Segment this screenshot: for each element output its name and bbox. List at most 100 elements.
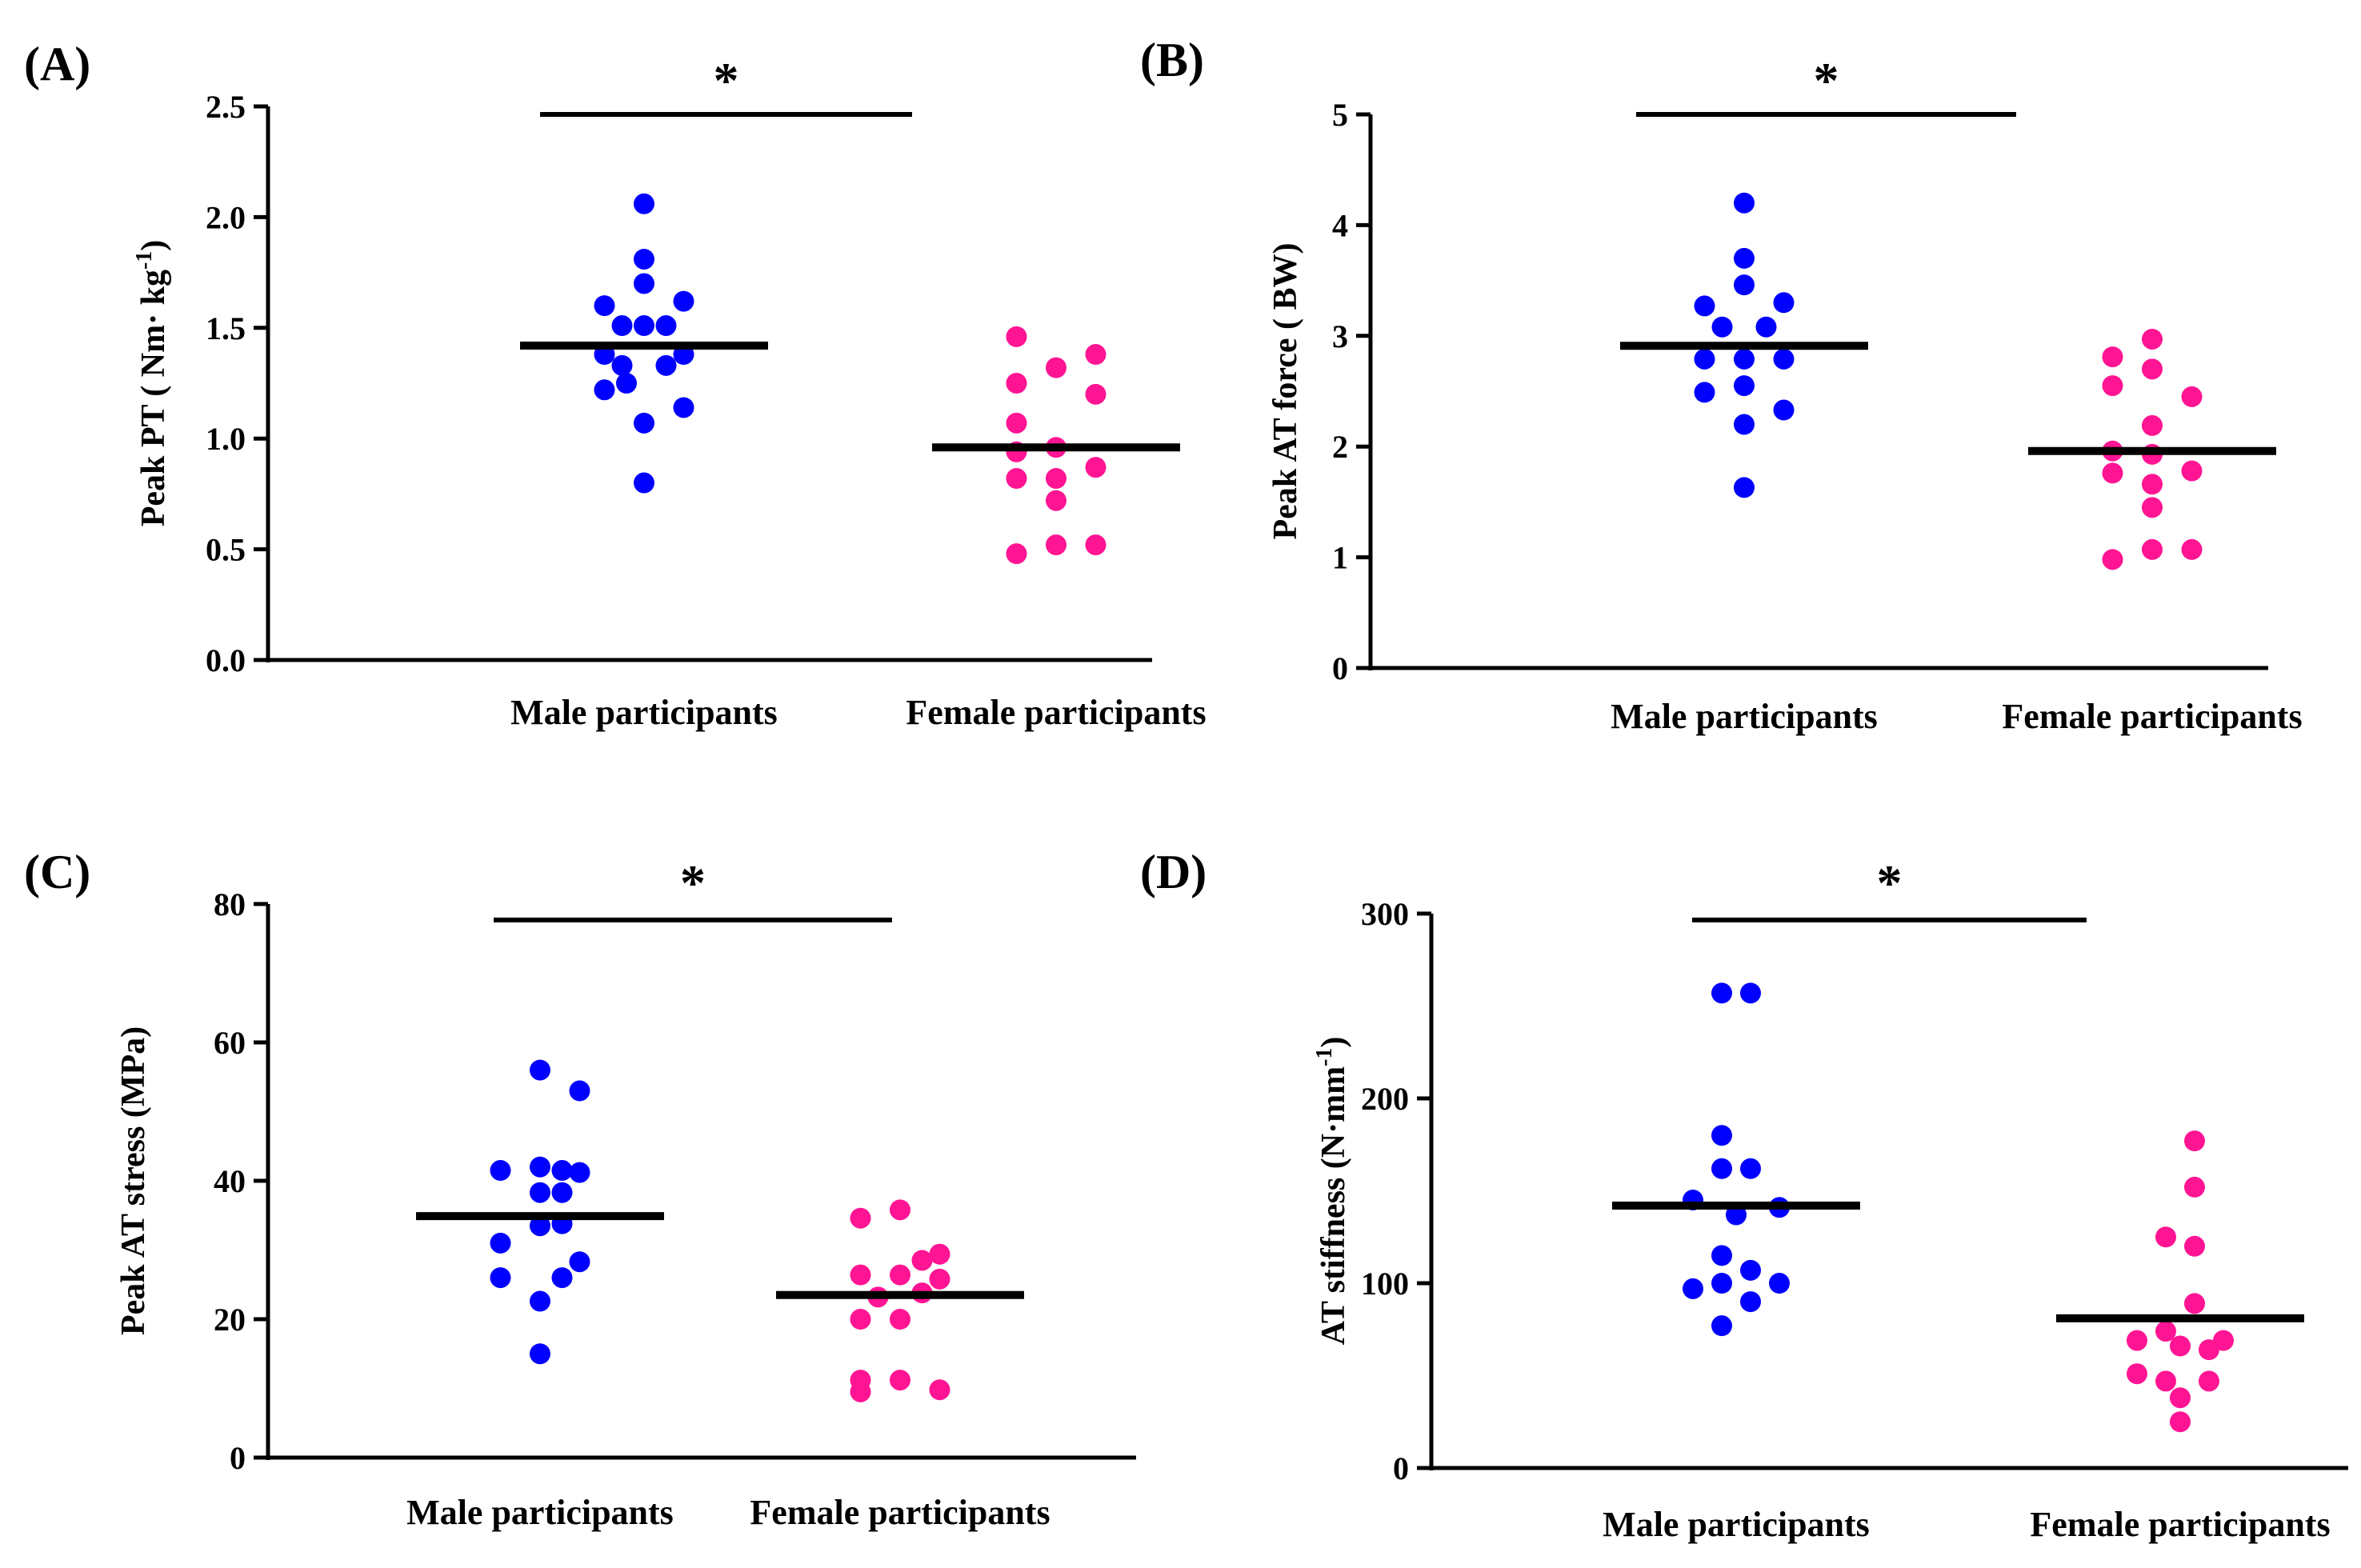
- female-data-point: [2184, 1176, 2205, 1198]
- female-data-point: [2142, 358, 2163, 380]
- female-data-point: [850, 1264, 871, 1286]
- male-data-point: [634, 472, 654, 494]
- female-data-point: [1006, 373, 1027, 394]
- female-data-point: [1006, 326, 1027, 347]
- y-tick-label: 0.5: [206, 532, 246, 568]
- male-data-point: [530, 1059, 550, 1081]
- y-tick-label: 40: [214, 1163, 246, 1199]
- x-category-label: Female participants: [2002, 697, 2302, 736]
- male-data-point: [1740, 1259, 1761, 1281]
- female-data-point: [2142, 414, 2163, 436]
- significance-star: *: [1814, 52, 1839, 109]
- y-tick-label: 2.5: [206, 89, 246, 125]
- x-category-label: Male participants: [510, 693, 778, 732]
- male-data-point: [594, 379, 615, 401]
- female-data-point: [929, 1268, 950, 1290]
- male-data-point: [1734, 348, 1755, 370]
- male-data-point: [1711, 1245, 1732, 1266]
- y-tick-label: 0: [1332, 650, 1348, 686]
- female-data-point: [2155, 1370, 2176, 1392]
- male-data-point: [490, 1232, 511, 1254]
- male-data-point: [551, 1160, 573, 1182]
- male-data-point: [551, 1182, 573, 1203]
- male-data-point: [530, 1182, 550, 1203]
- male-data-point: [1711, 1273, 1732, 1294]
- female-data-point: [850, 1381, 871, 1402]
- female-data-point: [2199, 1370, 2219, 1392]
- y-tick-label: 0: [1393, 1450, 1409, 1486]
- female-data-point: [2181, 538, 2203, 560]
- male-data-point: [634, 315, 654, 337]
- male-data-point: [1734, 192, 1755, 214]
- x-category-label: Female participants: [750, 1493, 1050, 1532]
- female-data-point: [1085, 344, 1106, 366]
- female-data-point: [2127, 1330, 2147, 1351]
- y-tick-label: 0: [230, 1440, 246, 1476]
- male-data-point: [1734, 477, 1755, 498]
- y-tick-label: 80: [214, 886, 246, 922]
- male-data-point: [634, 273, 654, 294]
- y-tick-label: 3: [1332, 318, 1348, 354]
- female-data-point: [890, 1370, 910, 1391]
- male-data-point: [569, 1251, 590, 1273]
- y-tick-label: 200: [1361, 1081, 1409, 1117]
- significance-star: *: [714, 52, 739, 109]
- female-data-point: [2184, 1293, 2205, 1314]
- male-data-point: [1711, 1158, 1732, 1179]
- y-tick-label: 4: [1332, 207, 1348, 243]
- female-data-point: [1085, 457, 1106, 478]
- female-data-point: [2181, 460, 2203, 482]
- male-data-point: [1734, 274, 1755, 296]
- y-tick-label: 60: [214, 1025, 246, 1061]
- y-tick-label: 20: [214, 1302, 246, 1338]
- male-data-point: [1711, 1125, 1732, 1146]
- y-axis-label: AT stiffness (N·mm-1): [1312, 1037, 1352, 1346]
- female-data-point: [1085, 383, 1106, 405]
- panel-label: (D): [1140, 846, 1207, 898]
- panel-label: (B): [1140, 34, 1204, 86]
- significance-star: *: [1877, 854, 1903, 911]
- male-data-point: [611, 354, 633, 376]
- male-data-point: [1711, 316, 1733, 338]
- x-category-label: Female participants: [2030, 1505, 2330, 1544]
- y-tick-label: 2.0: [206, 199, 246, 235]
- y-tick-label: 2: [1332, 429, 1348, 465]
- x-category-label: Male participants: [1611, 697, 1878, 736]
- male-data-point: [490, 1267, 511, 1289]
- female-data-point: [2142, 474, 2163, 495]
- male-data-point: [1740, 1158, 1761, 1179]
- male-data-point: [1694, 348, 1715, 370]
- male-data-point: [1773, 348, 1795, 370]
- y-tick-label: 5: [1332, 97, 1348, 133]
- male-data-point: [1711, 982, 1732, 1004]
- male-data-point: [551, 1267, 573, 1289]
- y-tick-label: 1.0: [206, 421, 246, 457]
- male-data-point: [1755, 316, 1777, 338]
- male-data-point: [1773, 399, 1795, 421]
- female-data-point: [1046, 468, 1066, 490]
- male-data-point: [1769, 1273, 1790, 1294]
- significance-star: *: [680, 854, 706, 911]
- female-data-point: [2155, 1226, 2176, 1248]
- female-data-point: [2184, 1130, 2205, 1152]
- female-data-point: [2127, 1363, 2147, 1385]
- female-data-point: [2142, 328, 2163, 350]
- panel-c: (C) 0 20 40 60 80 Peak AT stress (MPa) Male par…: [24, 846, 1136, 1532]
- y-tick-label: 300: [1361, 896, 1409, 932]
- x-category-label: Female participants: [906, 693, 1206, 732]
- female-data-point: [890, 1309, 910, 1330]
- female-data-point: [2102, 375, 2123, 397]
- male-data-point: [673, 290, 694, 312]
- male-data-point: [490, 1160, 511, 1182]
- y-tick-label: 1: [1332, 540, 1348, 576]
- panel-label: (C): [24, 846, 90, 898]
- female-data-point: [2170, 1411, 2191, 1433]
- male-data-point: [1773, 292, 1795, 314]
- female-data-point: [890, 1264, 910, 1286]
- male-data-point: [655, 354, 677, 376]
- male-data-point: [1694, 382, 1715, 403]
- male-data-point: [530, 1156, 550, 1178]
- female-data-point: [1046, 534, 1066, 556]
- female-data-point: [2170, 1387, 2191, 1409]
- female-data-point: [911, 1250, 933, 1271]
